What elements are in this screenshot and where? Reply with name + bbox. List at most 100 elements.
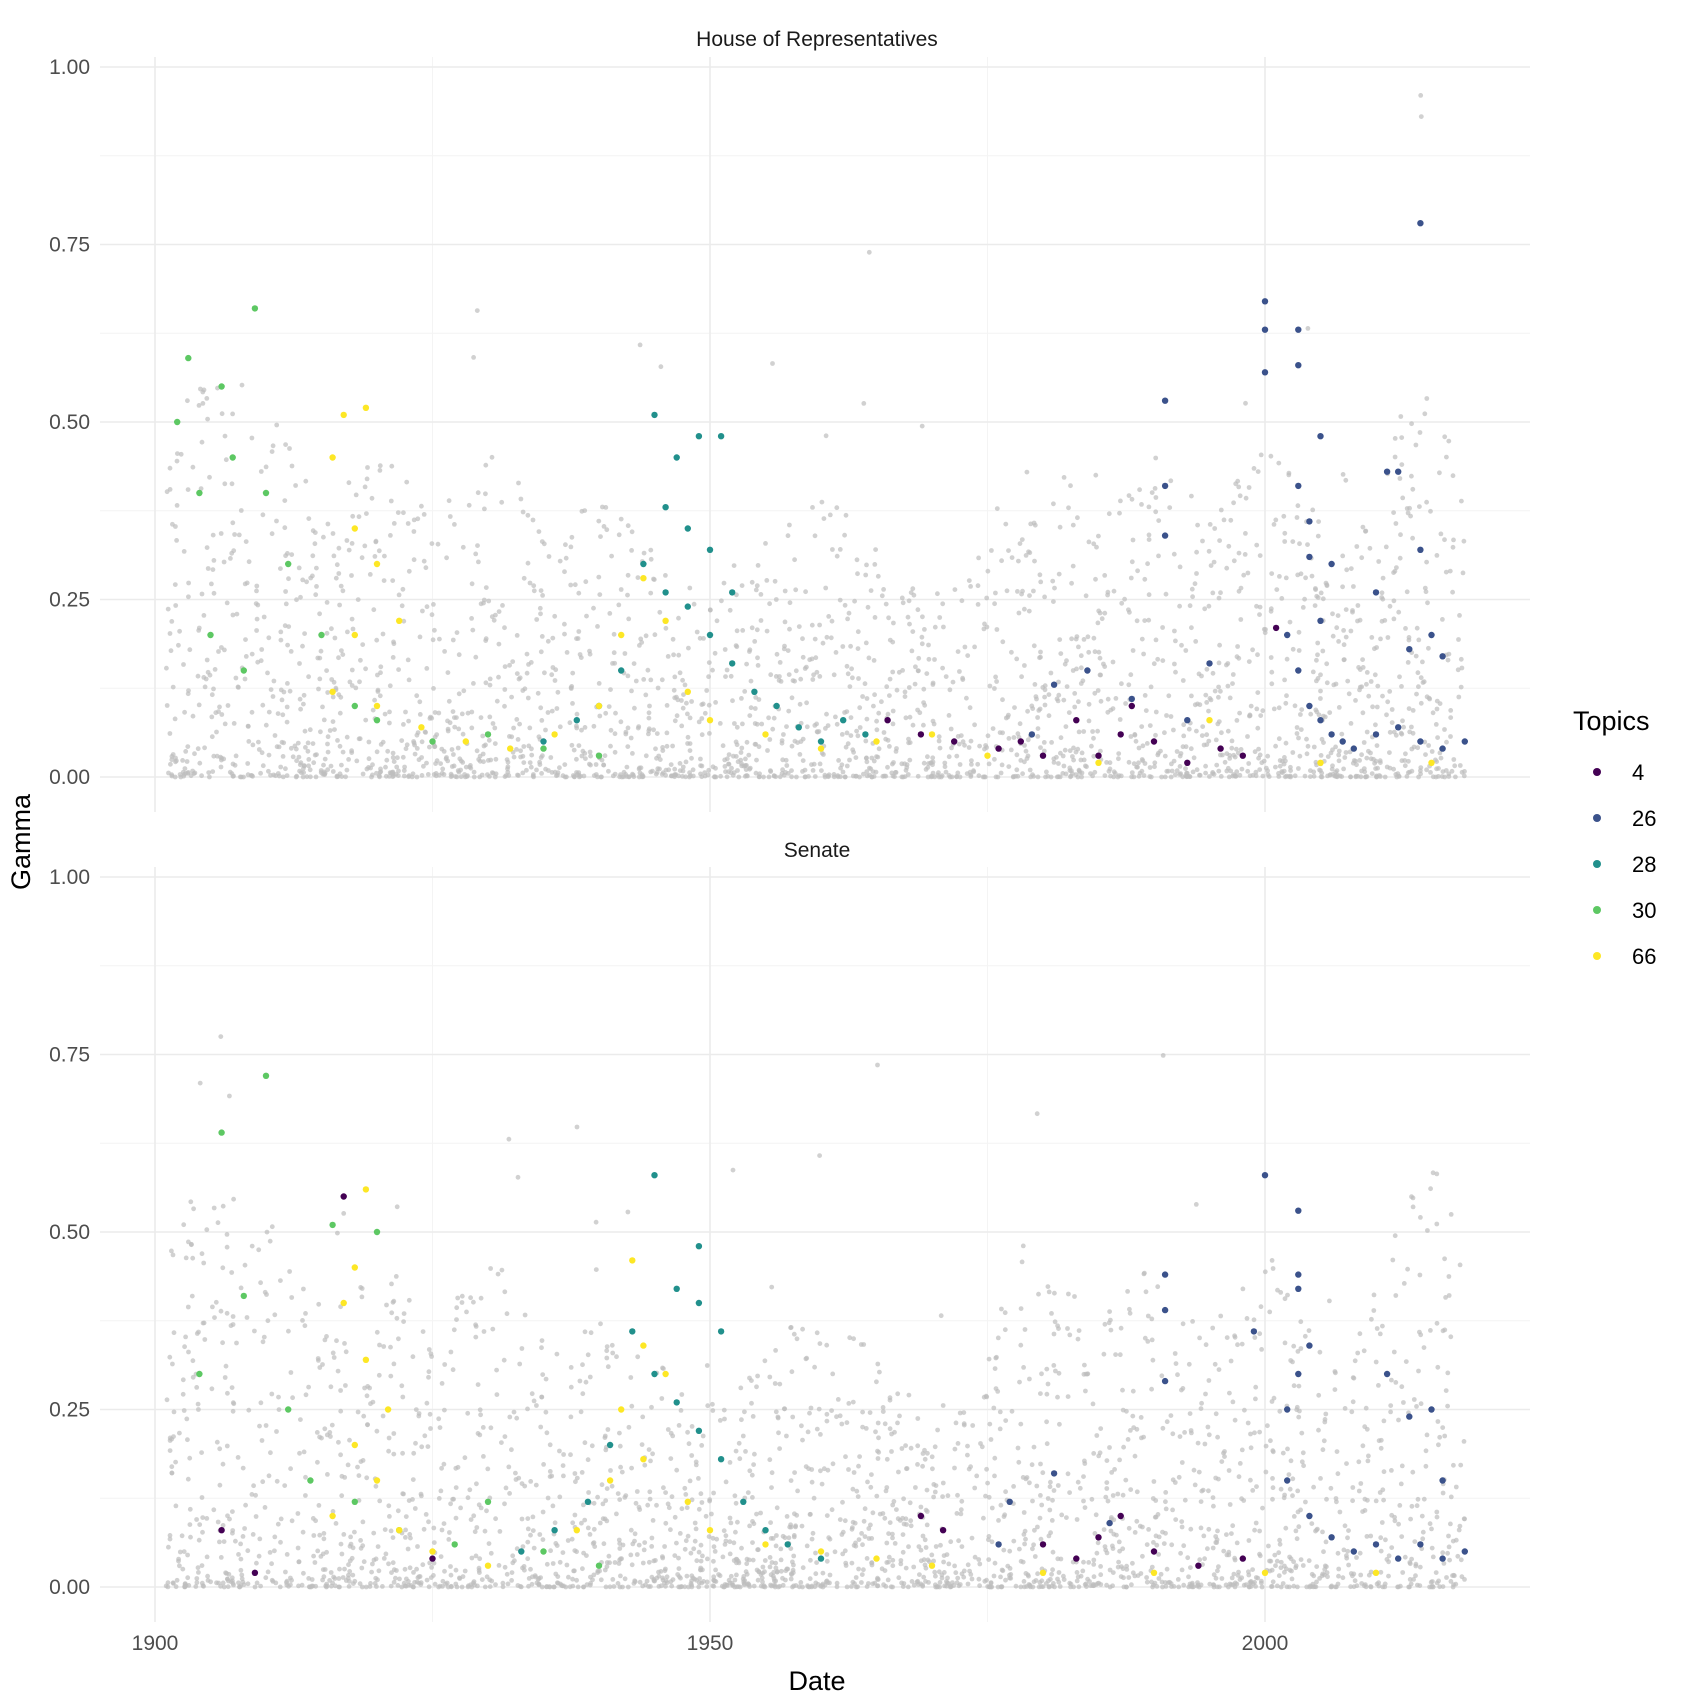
other-topic-point (769, 1560, 775, 1565)
other-topic-point (186, 580, 192, 586)
other-topic-point (866, 249, 872, 255)
y-tick-label: 0.00 (49, 766, 90, 789)
other-topic-point (539, 1338, 545, 1343)
other-topic-point (218, 1555, 224, 1560)
other-topic-point (1061, 1573, 1066, 1579)
other-topic-point (246, 739, 252, 744)
other-topic-point (423, 1512, 429, 1517)
other-topic-point (1373, 1359, 1379, 1365)
other-topic-point (752, 706, 758, 711)
other-topic-point (277, 1584, 283, 1590)
other-topic-point (518, 496, 524, 502)
other-topic-point (768, 1572, 774, 1578)
other-topic-point (569, 534, 575, 540)
other-topic-point (301, 766, 306, 771)
other-topic-point (842, 532, 847, 538)
other-topic-point (1079, 750, 1085, 756)
other-topic-point (1066, 710, 1072, 715)
other-topic-point (1214, 762, 1220, 768)
other-topic-point (1283, 700, 1289, 706)
other-topic-point (830, 1371, 836, 1377)
other-topic-point (1049, 740, 1054, 745)
other-topic-point (569, 684, 575, 689)
other-topic-point (958, 1511, 964, 1517)
other-topic-point (911, 1564, 917, 1570)
other-topic-point (507, 662, 512, 668)
other-topic-point (877, 1369, 882, 1375)
other-topic-point (1219, 730, 1224, 736)
other-topic-point (386, 1448, 391, 1454)
other-topic-point (921, 686, 927, 692)
other-topic-point (268, 687, 274, 692)
other-topic-point (711, 1558, 716, 1564)
other-topic-point (1098, 1572, 1104, 1578)
other-topic-point (490, 721, 496, 726)
other-topic-point (1057, 774, 1063, 780)
other-topic-point (857, 725, 863, 730)
other-topic-point (568, 1452, 573, 1458)
other-topic-point (269, 1577, 275, 1583)
other-topic-point (590, 1577, 595, 1583)
other-topic-point (743, 767, 749, 772)
other-topic-point (362, 543, 368, 549)
other-topic-point (536, 529, 542, 534)
other-topic-point (1207, 774, 1212, 779)
other-topic-point (229, 1270, 235, 1275)
panel-senate-y-ticks: 0.00 0.25 0.50 0.75 1.00 (49, 866, 90, 1599)
other-topic-point (1367, 545, 1373, 551)
other-topic-point (349, 573, 354, 578)
topic-28-point (773, 702, 780, 710)
other-topic-point (689, 1453, 695, 1458)
other-topic-point (1163, 591, 1169, 597)
other-topic-point (710, 1535, 716, 1541)
other-topic-point (1218, 774, 1224, 779)
other-topic-point (897, 1413, 902, 1419)
other-topic-point (347, 679, 353, 685)
other-topic-point (733, 1529, 738, 1535)
other-topic-point (316, 1503, 322, 1508)
other-topic-point (642, 1540, 648, 1545)
other-topic-point (1446, 438, 1452, 444)
other-topic-point (236, 532, 242, 538)
other-topic-point (933, 1483, 939, 1488)
other-topic-point (531, 588, 537, 594)
other-topic-point (736, 1440, 742, 1446)
other-topic-point (176, 1556, 182, 1562)
other-topic-point (1348, 774, 1353, 780)
topic-26-point (1395, 468, 1402, 475)
other-topic-point (275, 711, 281, 716)
other-topic-point (628, 735, 634, 741)
other-topic-point (1429, 1526, 1434, 1532)
other-topic-point (519, 1346, 525, 1351)
other-topic-point (1410, 1469, 1416, 1475)
other-topic-point (233, 1538, 238, 1544)
other-topic-point (381, 1344, 387, 1349)
other-topic-point (1389, 1377, 1394, 1383)
other-topic-point (1136, 760, 1141, 766)
other-topic-point (967, 705, 973, 711)
other-topic-point (663, 625, 669, 631)
other-topic-point (644, 1578, 650, 1584)
other-topic-point (886, 615, 891, 621)
other-topic-point (939, 773, 945, 778)
other-topic-point (1237, 772, 1243, 778)
other-topic-point (843, 744, 849, 750)
other-topic-point (1162, 730, 1167, 736)
other-topic-point (1216, 595, 1222, 601)
other-topic-point (968, 584, 973, 589)
other-topic-point (677, 1531, 683, 1536)
other-topic-point (513, 1477, 519, 1482)
other-topic-point (182, 709, 188, 715)
other-topic-point (859, 1531, 864, 1536)
other-topic-point (724, 774, 730, 780)
other-topic-point (1356, 1459, 1362, 1465)
other-topic-point (1149, 1337, 1155, 1343)
other-topic-point (1037, 572, 1043, 578)
other-topic-point (1442, 1256, 1447, 1262)
other-topic-point (1438, 531, 1444, 537)
other-topic-point (1318, 774, 1324, 780)
other-topic-point (366, 765, 371, 770)
other-topic-point (164, 489, 170, 495)
topic-28-point (706, 631, 714, 639)
other-topic-point (668, 1456, 674, 1461)
